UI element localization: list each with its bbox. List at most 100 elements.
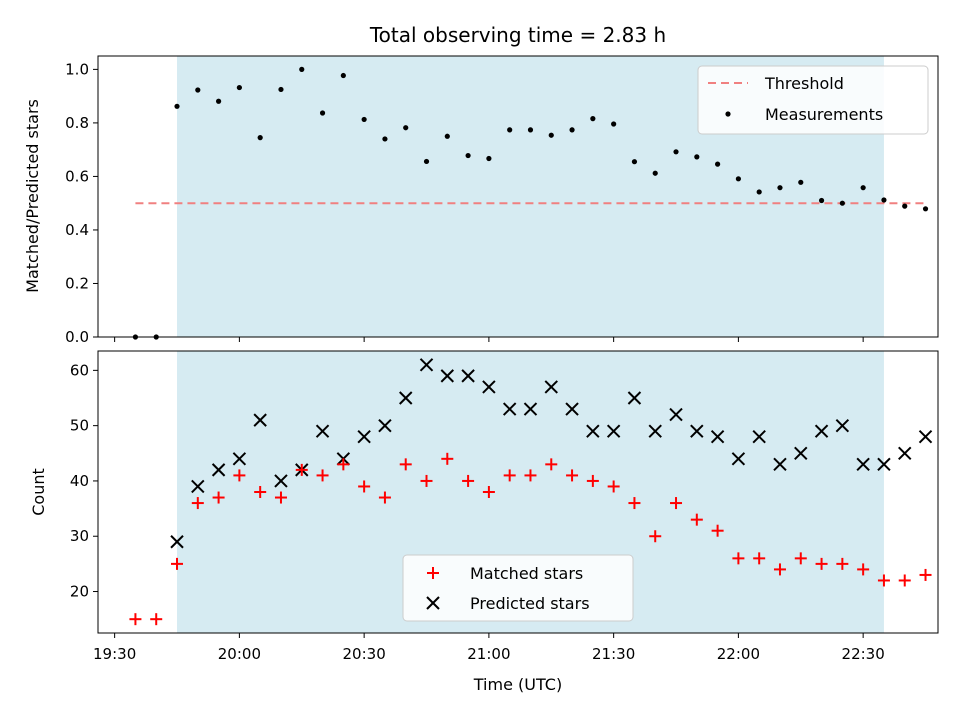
predicted-star-point bbox=[211, 463, 226, 477]
predicted-star-point bbox=[648, 424, 662, 438]
predicted-star-point bbox=[690, 424, 704, 438]
bottom-y-axis-label: Count bbox=[29, 468, 48, 516]
predicted-star-point bbox=[440, 369, 455, 383]
measurement-point bbox=[403, 125, 409, 131]
matched-star-point bbox=[171, 557, 184, 570]
predicted-star-point bbox=[544, 380, 558, 394]
measurement-point bbox=[299, 66, 305, 72]
predicted-star-point bbox=[565, 402, 579, 416]
matched-star-point bbox=[150, 613, 163, 626]
predicted-star-point bbox=[835, 418, 850, 433]
matched-star-point bbox=[877, 574, 890, 587]
top-panel: 0.0 0.2 0.4 0.6 0.8 1.0 Matched/Predicted sta… bbox=[23, 55, 939, 346]
measurement-point bbox=[569, 127, 575, 133]
bottom-x-tick-label: 21:00 bbox=[467, 645, 510, 663]
predicted-star-point bbox=[253, 413, 267, 427]
predicted-star-point bbox=[877, 457, 891, 472]
matched-star-point bbox=[503, 469, 516, 482]
predicted-star-point bbox=[773, 457, 787, 472]
measurement-point bbox=[215, 98, 222, 104]
matched-star-point bbox=[233, 469, 246, 482]
matched-star-point bbox=[524, 469, 537, 482]
legend-measurements-label: Measurements bbox=[765, 105, 883, 124]
measurement-point bbox=[423, 158, 430, 165]
measurement-point bbox=[278, 86, 284, 93]
matched-star-point bbox=[898, 574, 911, 587]
matched-star-point bbox=[690, 513, 703, 526]
matched-star-point bbox=[191, 497, 204, 510]
predicted-star-point bbox=[918, 429, 933, 444]
measurement-point bbox=[673, 149, 679, 155]
predicted-star-point bbox=[419, 358, 434, 372]
measurement-point bbox=[694, 154, 700, 160]
legend-predicted-swatch bbox=[426, 596, 440, 610]
matched-star-point bbox=[711, 524, 724, 537]
measurement-point bbox=[527, 127, 534, 133]
matched-star-point bbox=[378, 491, 391, 504]
predicted-star-point bbox=[586, 424, 600, 438]
measurement-points bbox=[132, 66, 929, 340]
measurement-point bbox=[818, 197, 825, 204]
legend-matched-label: Matched stars bbox=[470, 564, 583, 583]
top-y-ticks: 0.0 0.2 0.4 0.6 0.8 1.0 bbox=[65, 60, 98, 346]
bottom-x-tick-label: 22:30 bbox=[842, 645, 885, 663]
predicted-star-point bbox=[315, 424, 330, 438]
bottom-y-ticks: 20 30 40 50 60 bbox=[70, 361, 98, 601]
predicted-star-point bbox=[170, 535, 184, 549]
matched-star-point bbox=[129, 613, 142, 626]
bottom-panel: 20 30 40 50 60 19:30 20:00 20:30 21:00 21:30 22:0… bbox=[29, 350, 939, 694]
measurement-point bbox=[611, 121, 617, 127]
predicted-star-point bbox=[814, 424, 829, 438]
measurement-point bbox=[881, 197, 887, 203]
bottom-x-tick-label: 20:00 bbox=[218, 645, 261, 663]
legend-matched-swatch bbox=[427, 567, 439, 579]
matched-star-point bbox=[274, 491, 287, 504]
predicted-star-point bbox=[856, 457, 870, 472]
top-x-ticks bbox=[114, 337, 864, 342]
matched-star-point bbox=[254, 486, 267, 498]
bottom-x-axis-label: Time (UTC) bbox=[473, 675, 562, 694]
matched-star-point bbox=[316, 469, 329, 482]
measurement-point bbox=[735, 176, 741, 182]
measurement-point bbox=[652, 170, 658, 176]
matched-star-point bbox=[732, 552, 745, 565]
measurement-point bbox=[236, 84, 242, 91]
measurement-point bbox=[195, 87, 201, 93]
measurement-point bbox=[839, 200, 845, 206]
predicted-star-point bbox=[731, 452, 746, 466]
top-y-tick-label: 0.0 bbox=[65, 328, 89, 346]
top-legend-box bbox=[697, 65, 929, 135]
matched-star-point bbox=[773, 563, 786, 576]
matched-star-point bbox=[753, 552, 766, 565]
predicted-star-point bbox=[399, 391, 413, 405]
predicted-star-point bbox=[523, 402, 538, 416]
matched-star-point bbox=[670, 497, 683, 510]
matched-star-point bbox=[794, 552, 807, 565]
bottom-y-tick-label: 20 bbox=[70, 583, 89, 601]
matched-star-point bbox=[212, 491, 225, 504]
predicted-star-point bbox=[232, 452, 247, 466]
bottom-x-tick-label: 19:30 bbox=[93, 645, 136, 663]
top-y-tick-label: 1.0 bbox=[65, 60, 89, 78]
measurement-point bbox=[257, 135, 263, 141]
measurement-point bbox=[486, 155, 492, 162]
predicted-star-point bbox=[898, 446, 912, 461]
matched-star-point bbox=[857, 563, 870, 576]
measurement-point bbox=[902, 203, 908, 209]
top-y-tick-label: 0.8 bbox=[65, 114, 89, 132]
bottom-y-tick-label: 60 bbox=[70, 361, 89, 379]
measurement-point bbox=[798, 179, 804, 185]
bottom-legend-box bbox=[402, 554, 634, 622]
measurement-point bbox=[631, 159, 638, 165]
predicted-star-point bbox=[606, 424, 621, 438]
measurement-point bbox=[340, 72, 346, 79]
bottom-legend: Matched stars Predicted stars bbox=[402, 554, 634, 622]
bottom-x-tick-label: 20:30 bbox=[343, 645, 386, 663]
chart-title: Total observing time = 2.83 h bbox=[369, 23, 666, 47]
matched-star-point bbox=[919, 568, 932, 581]
matched-star-point bbox=[586, 474, 599, 487]
matched-star-point bbox=[649, 530, 662, 543]
top-y-tick-label: 0.6 bbox=[65, 167, 89, 185]
measurement-point bbox=[756, 189, 762, 195]
